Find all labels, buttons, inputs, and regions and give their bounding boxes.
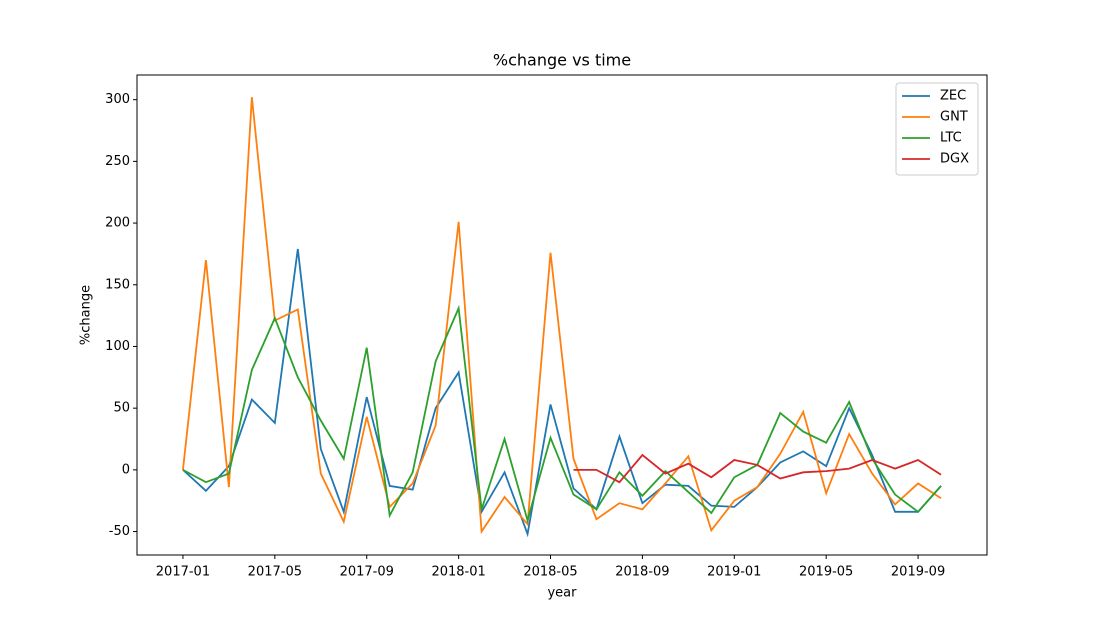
x-axis-label: year: [547, 586, 577, 601]
legend-label: ZEC: [940, 89, 966, 104]
x-tick-label: 2018-01: [431, 565, 485, 580]
y-axis-label: %change: [79, 285, 94, 345]
x-tick-label: 2019-01: [707, 565, 761, 580]
y-tick-label: 0: [122, 462, 130, 477]
x-tick-label: 2017-01: [156, 565, 210, 580]
legend-box: [895, 82, 979, 176]
x-tick-label: 2019-05: [799, 565, 853, 580]
legend-label: LTC: [940, 131, 962, 146]
y-tick-label: 200: [105, 216, 130, 231]
y-tick-label: 300: [105, 92, 130, 107]
chart-title: %change vs time: [493, 51, 631, 70]
series-line: [182, 248, 942, 538]
series-line: [182, 304, 942, 524]
x-tick-label: 2018-05: [523, 565, 577, 580]
x-tick-label: 2018-09: [615, 565, 669, 580]
x-tick-label: 2017-09: [340, 565, 394, 580]
y-tick-label: 100: [105, 339, 130, 354]
y-tick-label: 150: [105, 277, 130, 292]
x-tick-label: 2017-05: [248, 565, 302, 580]
y-tick-label: 50: [113, 401, 130, 416]
plot-frame: [136, 74, 988, 556]
y-tick-label: -50: [109, 524, 130, 539]
series-line: [182, 97, 942, 535]
x-tick-label: 2019-09: [891, 565, 945, 580]
legend-label: DGX: [940, 152, 969, 167]
series-line: [573, 453, 942, 484]
y-tick-label: 250: [105, 154, 130, 169]
legend-label: GNT: [940, 110, 968, 125]
